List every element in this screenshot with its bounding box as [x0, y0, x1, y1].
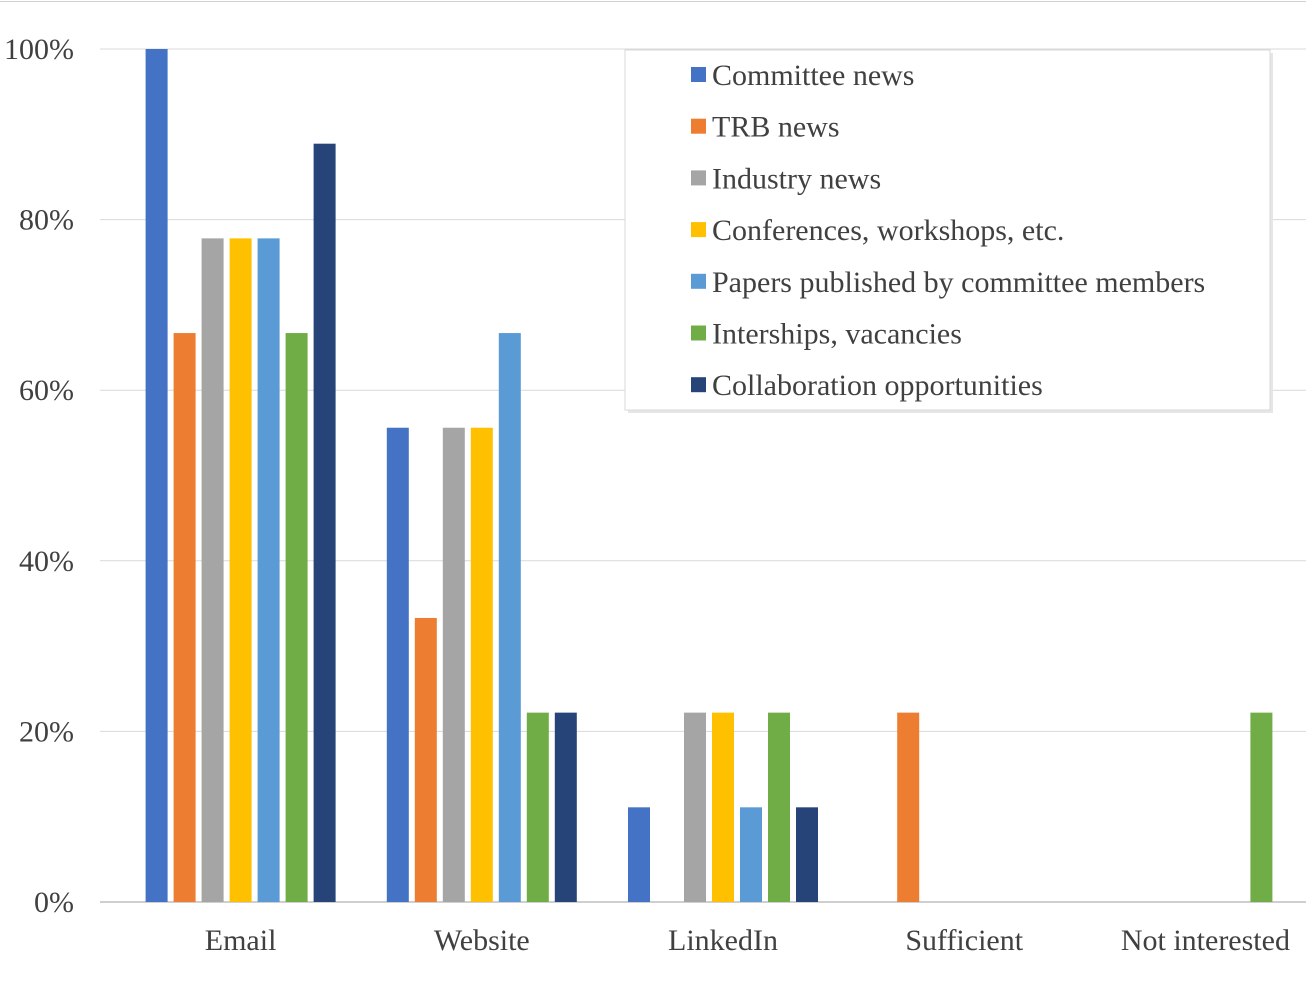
legend-swatch: [691, 67, 706, 82]
bars: [145, 49, 1273, 903]
x-category-label: Sufficient: [905, 924, 1023, 957]
x-category-label: Email: [205, 924, 277, 957]
bar: [554, 712, 577, 902]
legend-entry: Committee news: [712, 59, 914, 92]
bar: [414, 617, 437, 902]
legend-swatch: [691, 118, 706, 134]
bar: [1250, 712, 1273, 902]
x-category-label: Website: [434, 924, 530, 957]
bar: [201, 238, 224, 903]
legend-swatch: [691, 273, 706, 289]
bar: [285, 333, 308, 902]
bar: [173, 333, 196, 902]
legend-swatch: [691, 222, 706, 238]
y-tick-label: 80%: [19, 204, 74, 237]
bar: [313, 143, 336, 903]
bar: [229, 238, 252, 903]
legend-swatch: [691, 377, 706, 393]
legend-entry: Collaboration opportunities: [712, 369, 1043, 402]
legend: Committee news TRB news Industry news Confe…: [624, 49, 1273, 413]
legend-box: [624, 49, 1271, 411]
y-tick-label: 60%: [19, 374, 74, 407]
bar: [526, 712, 549, 902]
y-tick-label: 40%: [19, 545, 74, 578]
bar: [145, 49, 168, 902]
legend-entry: Papers published by committee members: [712, 266, 1205, 299]
legend-entry: Conferences, workshops, etc.: [712, 214, 1064, 247]
legend-entry: Interships, vacancies: [712, 318, 962, 351]
legend-entry: TRB news: [712, 111, 840, 144]
bar: [712, 712, 734, 902]
bar: [257, 238, 280, 903]
bar: [628, 807, 650, 902]
legend-swatch: [691, 325, 706, 341]
bar: [470, 427, 493, 902]
y-tick-label: 20%: [19, 715, 74, 748]
bar: [897, 712, 920, 902]
legend-entry: Industry news: [712, 162, 881, 195]
x-category-label: LinkedIn: [668, 924, 778, 957]
y-tick-label: 0%: [34, 886, 74, 919]
x-category-label: Not interested: [1121, 924, 1290, 957]
bar: [740, 807, 762, 902]
bar: [498, 333, 521, 902]
bar: [386, 427, 409, 902]
bar: [442, 427, 465, 902]
legend-swatch: [691, 170, 706, 186]
y-tick-label: 100%: [4, 33, 74, 66]
bar: [768, 712, 790, 902]
bar: [796, 807, 818, 902]
axes: 0% 20% 40% 60% 80% 100% Email Website LinkedIn Su…: [4, 33, 1290, 957]
bar: [684, 712, 706, 902]
